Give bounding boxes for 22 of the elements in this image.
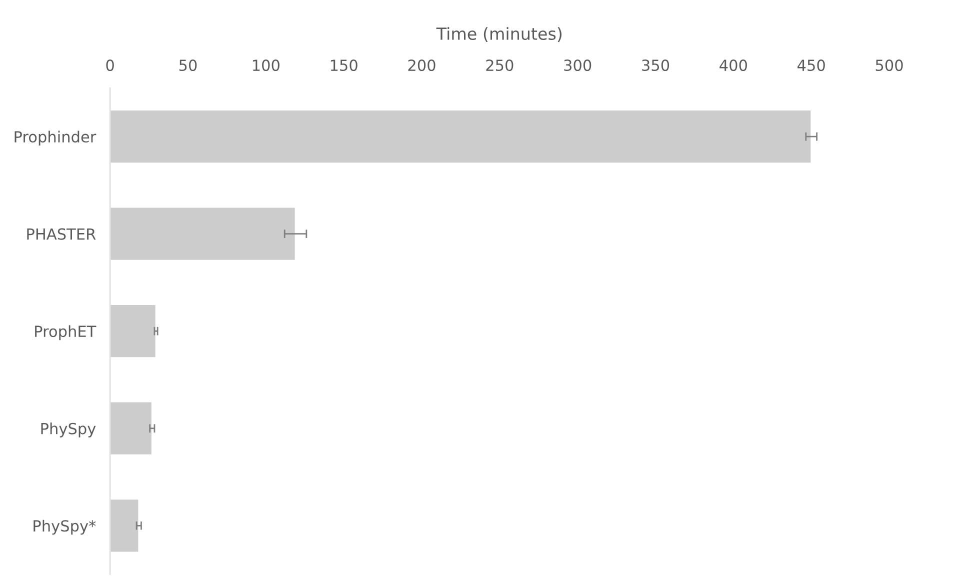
- bar: [110, 304, 157, 359]
- bar: [110, 206, 296, 262]
- y-tick-label: PHASTER: [27, 228, 96, 240]
- x-tick-label: 250: [486, 59, 514, 72]
- y-tick-label: Prophinder: [14, 130, 96, 146]
- x-tick-label: 200: [408, 59, 436, 72]
- y-tick-label: PhySpy: [41, 422, 96, 438]
- x-axis-title: Time (minutes): [436, 27, 562, 42]
- x-tick-label: 400: [720, 59, 747, 72]
- y-tick-label: ProphET: [35, 325, 96, 340]
- x-tick-label: 450: [798, 59, 825, 72]
- bar: [110, 109, 812, 164]
- x-tick-label: 350: [642, 59, 670, 72]
- x-tick-label: 300: [564, 59, 592, 72]
- x-tick-label: 150: [330, 59, 358, 72]
- bar: [110, 498, 140, 554]
- bar: [110, 400, 153, 456]
- x-tick-label: 100: [253, 59, 280, 72]
- x-tick-label: 500: [876, 59, 903, 72]
- x-tick-label: 50: [179, 59, 197, 72]
- y-tick-label: PhySpy*: [34, 520, 96, 535]
- x-tick-label: 0: [106, 59, 114, 72]
